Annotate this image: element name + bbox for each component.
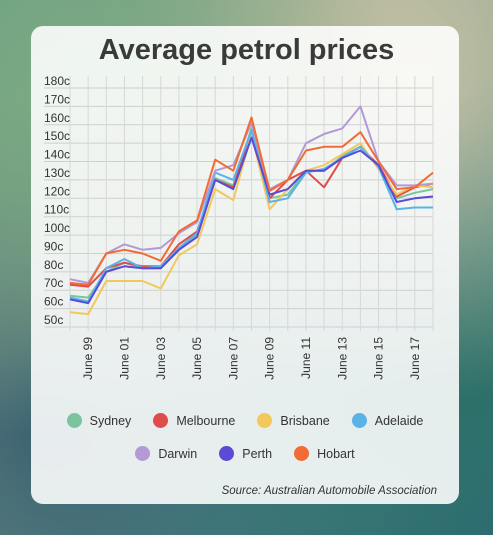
y-tick-label: 150c bbox=[44, 129, 70, 143]
y-tick-label: 100c bbox=[44, 221, 70, 235]
y-tick-label: 130c bbox=[44, 166, 70, 180]
legend-item-darwin: Darwin bbox=[135, 446, 197, 461]
source-note: Source: Australian Automobile Associatio… bbox=[221, 485, 437, 497]
legend-item-adelaide: Adelaide bbox=[351, 413, 424, 428]
x-tick-label: June 01 bbox=[117, 337, 131, 380]
chart-card bbox=[31, 26, 459, 504]
legend-swatch bbox=[294, 446, 310, 461]
legend-label: Melbourne bbox=[176, 413, 236, 428]
y-tick-label: 90c bbox=[44, 239, 63, 253]
legend-label: Brisbane bbox=[280, 413, 330, 428]
y-tick-label: 70c bbox=[44, 276, 63, 290]
series-line-darwin bbox=[69, 105, 434, 284]
y-tick-label: 80c bbox=[44, 258, 63, 272]
x-tick-label: June 03 bbox=[154, 337, 168, 380]
legend-item-brisbane: Brisbane bbox=[257, 413, 330, 428]
y-tick-label: 140c bbox=[44, 148, 70, 162]
legend-label: Darwin bbox=[158, 446, 198, 461]
x-tick-label: June 05 bbox=[190, 337, 204, 380]
legend-item-hobart: Hobart bbox=[294, 446, 355, 461]
chart-title: Average petrol prices bbox=[98, 34, 395, 66]
legend-item-melbourne: Melbourne bbox=[153, 413, 235, 428]
legend-swatch bbox=[66, 413, 82, 428]
series-line-hobart bbox=[69, 116, 434, 286]
series-line-perth bbox=[69, 136, 434, 305]
x-tick-label: June 09 bbox=[263, 337, 277, 380]
y-tick-label: 50c bbox=[44, 313, 63, 327]
y-tick-label: 120c bbox=[44, 184, 70, 198]
legend-item-perth: Perth bbox=[219, 446, 272, 461]
y-tick-label: 60c bbox=[44, 295, 63, 309]
legend-swatch bbox=[351, 413, 367, 428]
legend-swatch bbox=[135, 446, 151, 461]
legend-swatch bbox=[257, 413, 273, 428]
legend-label: Adelaide bbox=[374, 413, 424, 428]
legend-row-1: Sydney Melbourne Brisbane Adelaide bbox=[31, 413, 459, 428]
x-tick-label: June 13 bbox=[335, 337, 349, 380]
x-tick-label: June 15 bbox=[372, 337, 386, 380]
y-tick-label: 110c bbox=[44, 203, 69, 217]
y-tick-label: 170c bbox=[44, 92, 70, 106]
x-tick-label: June 07 bbox=[226, 337, 240, 380]
x-tick-label: June 17 bbox=[408, 337, 422, 380]
legend-label: Perth bbox=[242, 446, 273, 461]
y-tick-label: 180c bbox=[44, 74, 70, 88]
legend-row-2: Darwin Perth Hobart bbox=[31, 446, 459, 461]
legend-swatch bbox=[219, 446, 235, 461]
legend-label: Sydney bbox=[89, 413, 132, 428]
legend-label: Hobart bbox=[317, 446, 355, 461]
legend-item-sydney: Sydney bbox=[66, 413, 132, 428]
x-tick-label: June 11 bbox=[299, 337, 313, 379]
legend-swatch bbox=[153, 413, 169, 428]
x-tick-label: June 99 bbox=[81, 337, 95, 380]
y-tick-label: 160c bbox=[44, 111, 70, 125]
